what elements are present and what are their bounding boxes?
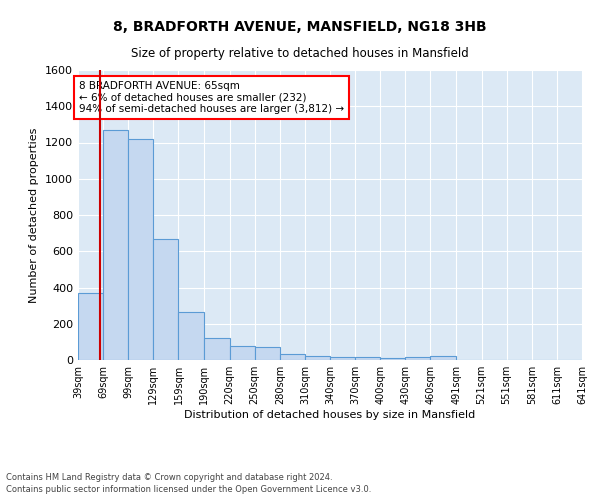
- Text: Contains public sector information licensed under the Open Government Licence v3: Contains public sector information licen…: [6, 486, 371, 494]
- Bar: [103, 130, 128, 360]
- Text: Contains HM Land Registry data © Crown copyright and database right 2024.: Contains HM Land Registry data © Crown c…: [6, 473, 332, 482]
- Bar: [305, 356, 330, 360]
- Bar: [154, 240, 178, 360]
- Bar: [128, 139, 154, 360]
- Bar: [78, 293, 103, 360]
- Bar: [280, 354, 305, 360]
- Bar: [254, 347, 280, 360]
- Bar: [178, 312, 205, 360]
- Text: 8 BRADFORTH AVENUE: 65sqm
← 6% of detached houses are smaller (232)
94% of semi-: 8 BRADFORTH AVENUE: 65sqm ← 6% of detach…: [79, 81, 344, 114]
- Text: Size of property relative to detached houses in Mansfield: Size of property relative to detached ho…: [131, 48, 469, 60]
- Bar: [330, 356, 355, 360]
- Bar: [205, 338, 230, 360]
- X-axis label: Distribution of detached houses by size in Mansfield: Distribution of detached houses by size …: [184, 410, 476, 420]
- Bar: [430, 356, 457, 360]
- Y-axis label: Number of detached properties: Number of detached properties: [29, 128, 40, 302]
- Bar: [380, 358, 406, 360]
- Bar: [406, 358, 430, 360]
- Text: 8, BRADFORTH AVENUE, MANSFIELD, NG18 3HB: 8, BRADFORTH AVENUE, MANSFIELD, NG18 3HB: [113, 20, 487, 34]
- Bar: [230, 346, 254, 360]
- Bar: [355, 358, 380, 360]
